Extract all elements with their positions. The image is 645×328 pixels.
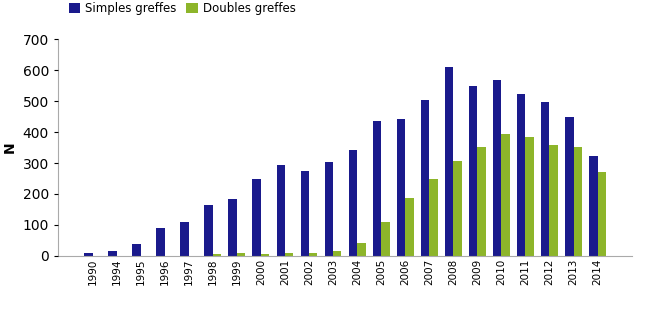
Bar [277, 165, 285, 256]
Bar [573, 147, 582, 256]
Bar [397, 119, 405, 256]
Bar [301, 172, 309, 256]
Bar [181, 222, 189, 256]
Bar [381, 222, 390, 256]
Bar [493, 80, 501, 256]
Bar [445, 67, 453, 256]
Bar [132, 244, 141, 256]
Bar [373, 121, 381, 256]
Bar [349, 150, 357, 256]
Bar [309, 253, 317, 256]
Bar [405, 198, 413, 256]
Bar [565, 117, 573, 256]
Bar [589, 156, 597, 256]
Bar [156, 228, 164, 256]
Bar [541, 102, 550, 256]
Y-axis label: N: N [3, 142, 17, 154]
Bar [228, 199, 237, 256]
Bar [324, 162, 333, 256]
Bar [108, 251, 117, 256]
Bar [357, 243, 366, 256]
Bar [204, 205, 213, 256]
Bar [213, 254, 221, 256]
Bar [469, 86, 477, 256]
Bar [237, 253, 245, 256]
Bar [261, 254, 270, 256]
Bar [285, 253, 293, 256]
Bar [550, 145, 558, 256]
Bar [429, 179, 438, 256]
Bar [597, 172, 606, 256]
Bar [477, 147, 486, 256]
Bar [517, 94, 526, 256]
Bar [421, 100, 429, 256]
Bar [84, 253, 93, 256]
Bar [501, 134, 510, 256]
Legend: Simples greffes, Doubles greffes: Simples greffes, Doubles greffes [64, 0, 300, 20]
Bar [453, 161, 462, 256]
Bar [333, 251, 341, 256]
Bar [252, 179, 261, 256]
Bar [526, 137, 534, 256]
